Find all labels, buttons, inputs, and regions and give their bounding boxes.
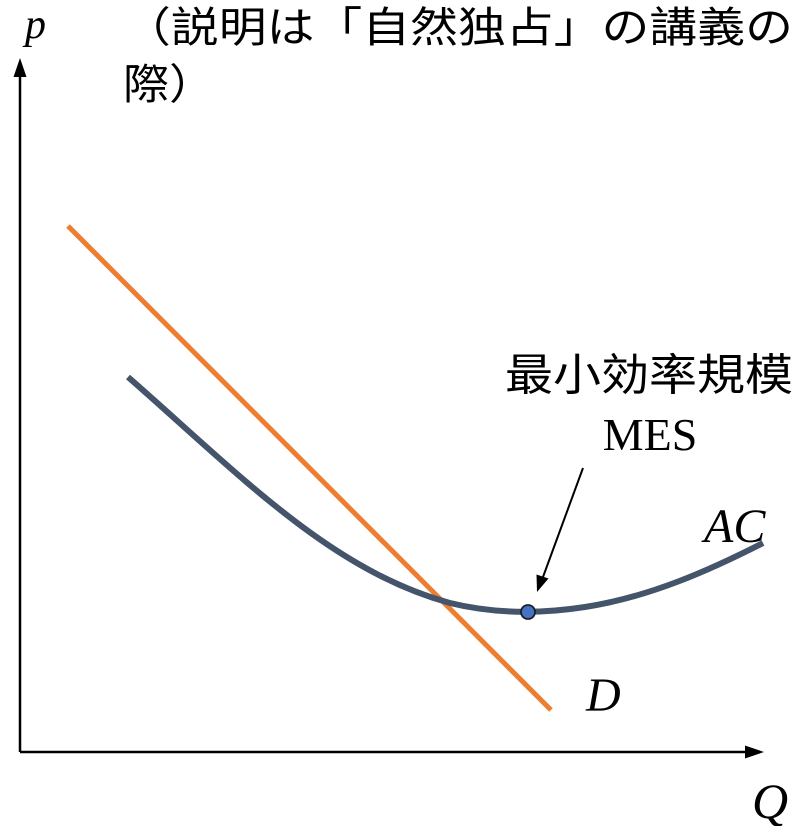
y-axis-arrowhead — [13, 58, 27, 77]
mes-arrowhead — [536, 574, 549, 592]
y-axis-label: p — [22, 2, 46, 48]
demand-curve-label: D — [585, 669, 621, 722]
y-axis — [13, 58, 27, 752]
mes-annotation: 最小効率規模 MES — [505, 350, 793, 620]
mes-label-english: MES — [603, 409, 698, 460]
lecture-note-line-1: （説明は「自然独占」の講義の — [123, 3, 793, 52]
mes-point — [520, 604, 536, 620]
x-axis — [20, 745, 764, 759]
lecture-note-line-2: 際） — [123, 60, 215, 109]
x-axis-arrowhead — [745, 745, 764, 759]
average-cost-curve — [126, 374, 765, 615]
demand-curve — [66, 224, 553, 712]
x-axis-label: Q — [752, 773, 788, 826]
lecture-note: （説明は「自然独占」の講義の 際） — [123, 3, 793, 109]
average-cost-curve-label: AC — [701, 500, 766, 553]
mes-label-japanese: 最小効率規模 — [505, 350, 793, 401]
mes-arrow-line — [542, 467, 584, 578]
